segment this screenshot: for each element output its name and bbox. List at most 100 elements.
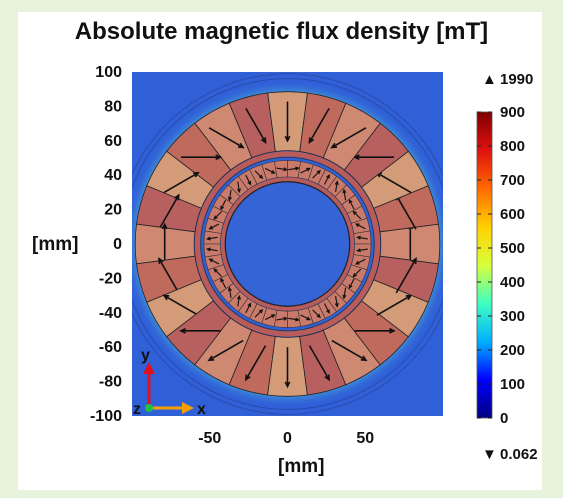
outer-magnet-arrow — [158, 194, 180, 230]
inner-magnet-arrow — [300, 167, 311, 174]
axis-triad: y x z — [133, 347, 206, 418]
inner-magnet-arrow — [348, 278, 355, 289]
outer-magnet-arrow — [308, 345, 330, 381]
colorbar-tick-label: 600 — [500, 206, 525, 223]
x-axis-label: [mm] — [278, 456, 325, 477]
inner-magnet-arrow — [355, 223, 366, 230]
inner-magnet-arrow — [343, 287, 347, 299]
inner-magnet-arrow-head — [295, 317, 300, 322]
inner-magnet-arrow-head — [213, 268, 218, 273]
outer-magnet-arrow — [245, 345, 267, 381]
outer-magnet-arrow — [158, 258, 180, 294]
x-tick-label: -50 — [198, 430, 221, 447]
inner-magnet-arrow — [264, 314, 275, 321]
inner-magnet-arrow-head — [334, 302, 339, 308]
inner-magnet-arrow — [228, 189, 232, 201]
inner-magnet-arrow — [228, 287, 232, 299]
chart-title: Absolute magnetic flux density [mT] — [74, 18, 489, 45]
inner-magnet-arrow-head — [295, 166, 300, 171]
y-tick-label: 40 — [104, 167, 122, 184]
outer-magnet-arrow — [308, 107, 330, 143]
inner-magnet-arrow — [220, 278, 227, 289]
outer-magnet-arrow — [376, 294, 412, 316]
inner-magnet-arrow-head — [271, 169, 276, 174]
inner-magnet-arrow-head — [220, 205, 225, 211]
y-tick-label: 80 — [104, 98, 122, 115]
outer-magnet-arrow-head — [207, 355, 215, 362]
y-axis-ticks: 100 80 60 40 20 0 -20 -40 -60 -80 -100 — [90, 64, 122, 425]
inner-magnet-arrow — [209, 258, 220, 265]
triad-z-label: z — [133, 401, 141, 418]
outer-magnet-arrow — [245, 107, 267, 143]
inner-magnet-arrow — [357, 248, 368, 252]
colorbar-ticks: 900 800 700 600 500 400 300 200 100 0 — [477, 104, 525, 427]
inner-magnet-arrow-head — [334, 180, 339, 186]
inner-magnet-arrow — [357, 236, 368, 240]
x-tick-label: 0 — [283, 430, 292, 447]
inner-magnet-arrow-head — [356, 248, 361, 253]
sleeve-ring — [194, 151, 381, 337]
outer-magnet-arrow-head — [284, 135, 291, 143]
outer-magnet-ring — [134, 91, 441, 397]
outer-magnet-arrow-head — [308, 137, 315, 144]
outer-magnet-arrow — [376, 172, 412, 194]
y-tick-label: -100 — [90, 408, 122, 425]
outer-boundary — [132, 78, 443, 410]
inner-magnet-segment — [353, 243, 372, 258]
colorbar-tick-label: 800 — [500, 138, 525, 155]
inner-magnet-arrow — [343, 189, 347, 201]
outer-magnet-arrow-head — [411, 257, 417, 264]
inner-magnet-arrow — [207, 248, 218, 252]
inner-magnet-arrow-head — [306, 316, 311, 321]
inner-core — [224, 181, 351, 307]
inner-magnet-arrow — [312, 170, 321, 179]
inner-magnet-arrow-head — [283, 167, 289, 172]
inner-magnet-arrow-head — [220, 277, 225, 283]
inner-magnet-arrow-head — [247, 180, 252, 186]
colorbar-min-label: 0.062 — [500, 446, 538, 463]
colorbar-tick-label: 300 — [500, 308, 525, 325]
inner-magnet-arrow — [288, 317, 299, 321]
colorbar-tick-label: 700 — [500, 172, 525, 189]
inner-magnet-arrow-head — [213, 215, 218, 220]
colorbar-tick-label: 100 — [500, 376, 525, 393]
y-tick-label: 0 — [113, 236, 122, 253]
inner-magnet-segment — [203, 230, 222, 245]
outer-magnet-arrow-head — [192, 171, 200, 178]
colorbar-tick-label: 900 — [500, 104, 525, 121]
y-tick-label: 20 — [104, 202, 122, 219]
inner-magnet-arrow — [355, 258, 366, 265]
outer-magnet-arrow — [331, 339, 367, 361]
inner-magnet-arrow — [276, 317, 287, 321]
inner-magnet-arrow-head — [247, 302, 252, 308]
inner-magnet-arrow — [335, 181, 338, 192]
colorbar-tick-label: 500 — [500, 240, 525, 257]
y-tick-label: 100 — [95, 64, 122, 81]
inner-magnet-arrow — [323, 174, 330, 185]
inner-magnet-arrow-head — [354, 260, 360, 265]
inner-magnet-arrow-head — [348, 198, 353, 204]
outer-magnet-arrow-head — [284, 381, 291, 389]
inner-magnet-arrow-head — [258, 308, 264, 314]
outer-magnet-arrow-head — [158, 257, 164, 264]
inner-magnet-arrow-head — [326, 173, 330, 179]
inner-magnet-arrow — [254, 309, 263, 318]
inner-magnet-arrow — [335, 296, 338, 307]
inner-magnet-arrow — [209, 223, 220, 230]
inner-magnet-arrow-head — [208, 225, 214, 230]
inner-magnet-ring — [203, 160, 372, 328]
inner-magnet-arrow-head — [236, 188, 241, 194]
outer-magnet-arrow-head — [179, 327, 186, 334]
inner-magnet-arrow-head — [342, 188, 347, 194]
outer-magnet-arrow-head — [161, 222, 168, 230]
outer-magnet-arrow-head — [405, 294, 413, 301]
outer-magnet-arrow-head — [389, 327, 396, 334]
outer-magnet-arrow — [163, 294, 199, 316]
outer-magnet-arrow-head — [330, 142, 338, 149]
triad-x-label: x — [197, 401, 206, 418]
inner-magnet-arrow — [245, 303, 252, 314]
y-tick-label: 60 — [104, 133, 122, 150]
x-tick-label: 50 — [356, 430, 374, 447]
inner-magnet-arrow-head — [356, 235, 361, 240]
